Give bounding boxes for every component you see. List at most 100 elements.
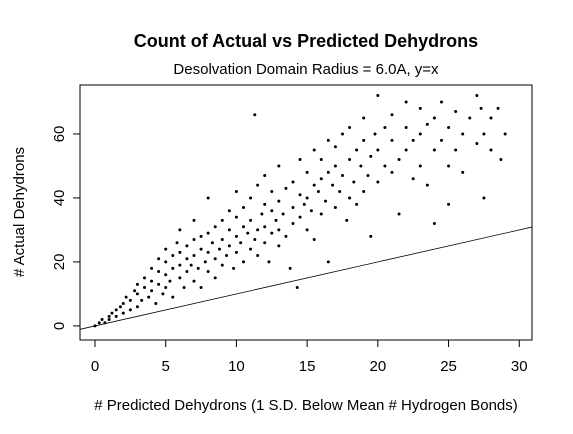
point xyxy=(383,164,387,168)
point xyxy=(270,231,274,235)
point xyxy=(390,138,394,142)
point xyxy=(418,106,422,110)
point xyxy=(241,225,245,229)
point xyxy=(404,148,408,152)
point xyxy=(305,228,309,232)
point xyxy=(390,170,394,174)
point xyxy=(217,247,221,251)
point xyxy=(482,132,486,136)
point xyxy=(418,132,422,136)
point xyxy=(199,247,203,251)
point xyxy=(454,110,458,114)
chart-subtitle: Desolvation Domain Radius = 6.0A, y=x xyxy=(173,61,439,78)
point xyxy=(213,276,217,280)
point xyxy=(147,295,151,299)
point xyxy=(475,142,479,146)
point xyxy=(157,282,161,286)
point xyxy=(369,234,373,238)
point xyxy=(178,250,182,254)
point xyxy=(277,164,281,168)
point xyxy=(225,254,229,258)
point xyxy=(256,183,260,187)
point xyxy=(324,199,328,203)
point xyxy=(340,174,344,178)
point xyxy=(118,305,122,309)
point xyxy=(489,148,493,152)
point xyxy=(135,292,139,296)
point xyxy=(302,202,306,206)
point xyxy=(206,231,210,235)
point xyxy=(376,148,380,152)
point xyxy=(192,238,196,242)
point xyxy=(206,250,210,254)
point xyxy=(333,206,337,210)
point xyxy=(171,295,175,299)
point xyxy=(234,215,238,219)
point xyxy=(239,241,243,245)
x-tick-label: 20 xyxy=(370,358,387,375)
point xyxy=(142,276,146,280)
point xyxy=(234,190,238,194)
point xyxy=(210,241,214,245)
point xyxy=(97,321,101,325)
x-axis-label: # Predicted Dehydrons (1 S.D. Below Mean… xyxy=(94,397,518,414)
point xyxy=(447,202,451,206)
point xyxy=(164,247,168,251)
point xyxy=(196,266,200,270)
point xyxy=(182,286,186,290)
point xyxy=(234,234,238,238)
point xyxy=(439,138,443,142)
point xyxy=(178,276,182,280)
point xyxy=(164,273,168,277)
point xyxy=(199,234,203,238)
point xyxy=(319,212,323,216)
point xyxy=(461,132,465,136)
point xyxy=(171,254,175,258)
point xyxy=(263,241,267,245)
point xyxy=(234,250,238,254)
y-tick-label: 40 xyxy=(51,190,68,207)
point xyxy=(362,116,366,120)
point xyxy=(263,225,267,229)
point xyxy=(246,231,250,235)
reference-line xyxy=(80,226,532,330)
point xyxy=(133,289,137,293)
point xyxy=(227,228,231,232)
point xyxy=(260,212,264,216)
point xyxy=(150,266,154,270)
point xyxy=(447,164,451,168)
point xyxy=(326,170,330,174)
point xyxy=(454,148,458,152)
point xyxy=(355,202,359,206)
point xyxy=(284,186,288,190)
y-tick-label: 60 xyxy=(51,126,68,143)
point xyxy=(253,113,257,117)
point xyxy=(110,311,114,315)
point xyxy=(390,113,394,117)
point xyxy=(503,132,507,136)
point xyxy=(298,193,302,197)
x-tick-label: 0 xyxy=(91,358,99,375)
x-tick-label: 15 xyxy=(299,358,316,375)
point xyxy=(355,148,359,152)
point xyxy=(154,302,158,306)
point xyxy=(107,318,111,322)
point xyxy=(93,324,97,328)
point xyxy=(281,212,285,216)
point xyxy=(213,225,217,229)
point xyxy=(312,183,316,187)
point xyxy=(192,254,196,258)
x-tick-label: 10 xyxy=(228,358,245,375)
point xyxy=(376,94,380,98)
point xyxy=(150,289,154,293)
point xyxy=(362,138,366,142)
point xyxy=(298,215,302,219)
point xyxy=(140,298,144,302)
x-tick-label: 30 xyxy=(511,358,528,375)
point xyxy=(270,190,274,194)
point xyxy=(348,196,352,200)
point xyxy=(206,196,210,200)
point xyxy=(185,270,189,274)
point xyxy=(479,106,483,110)
